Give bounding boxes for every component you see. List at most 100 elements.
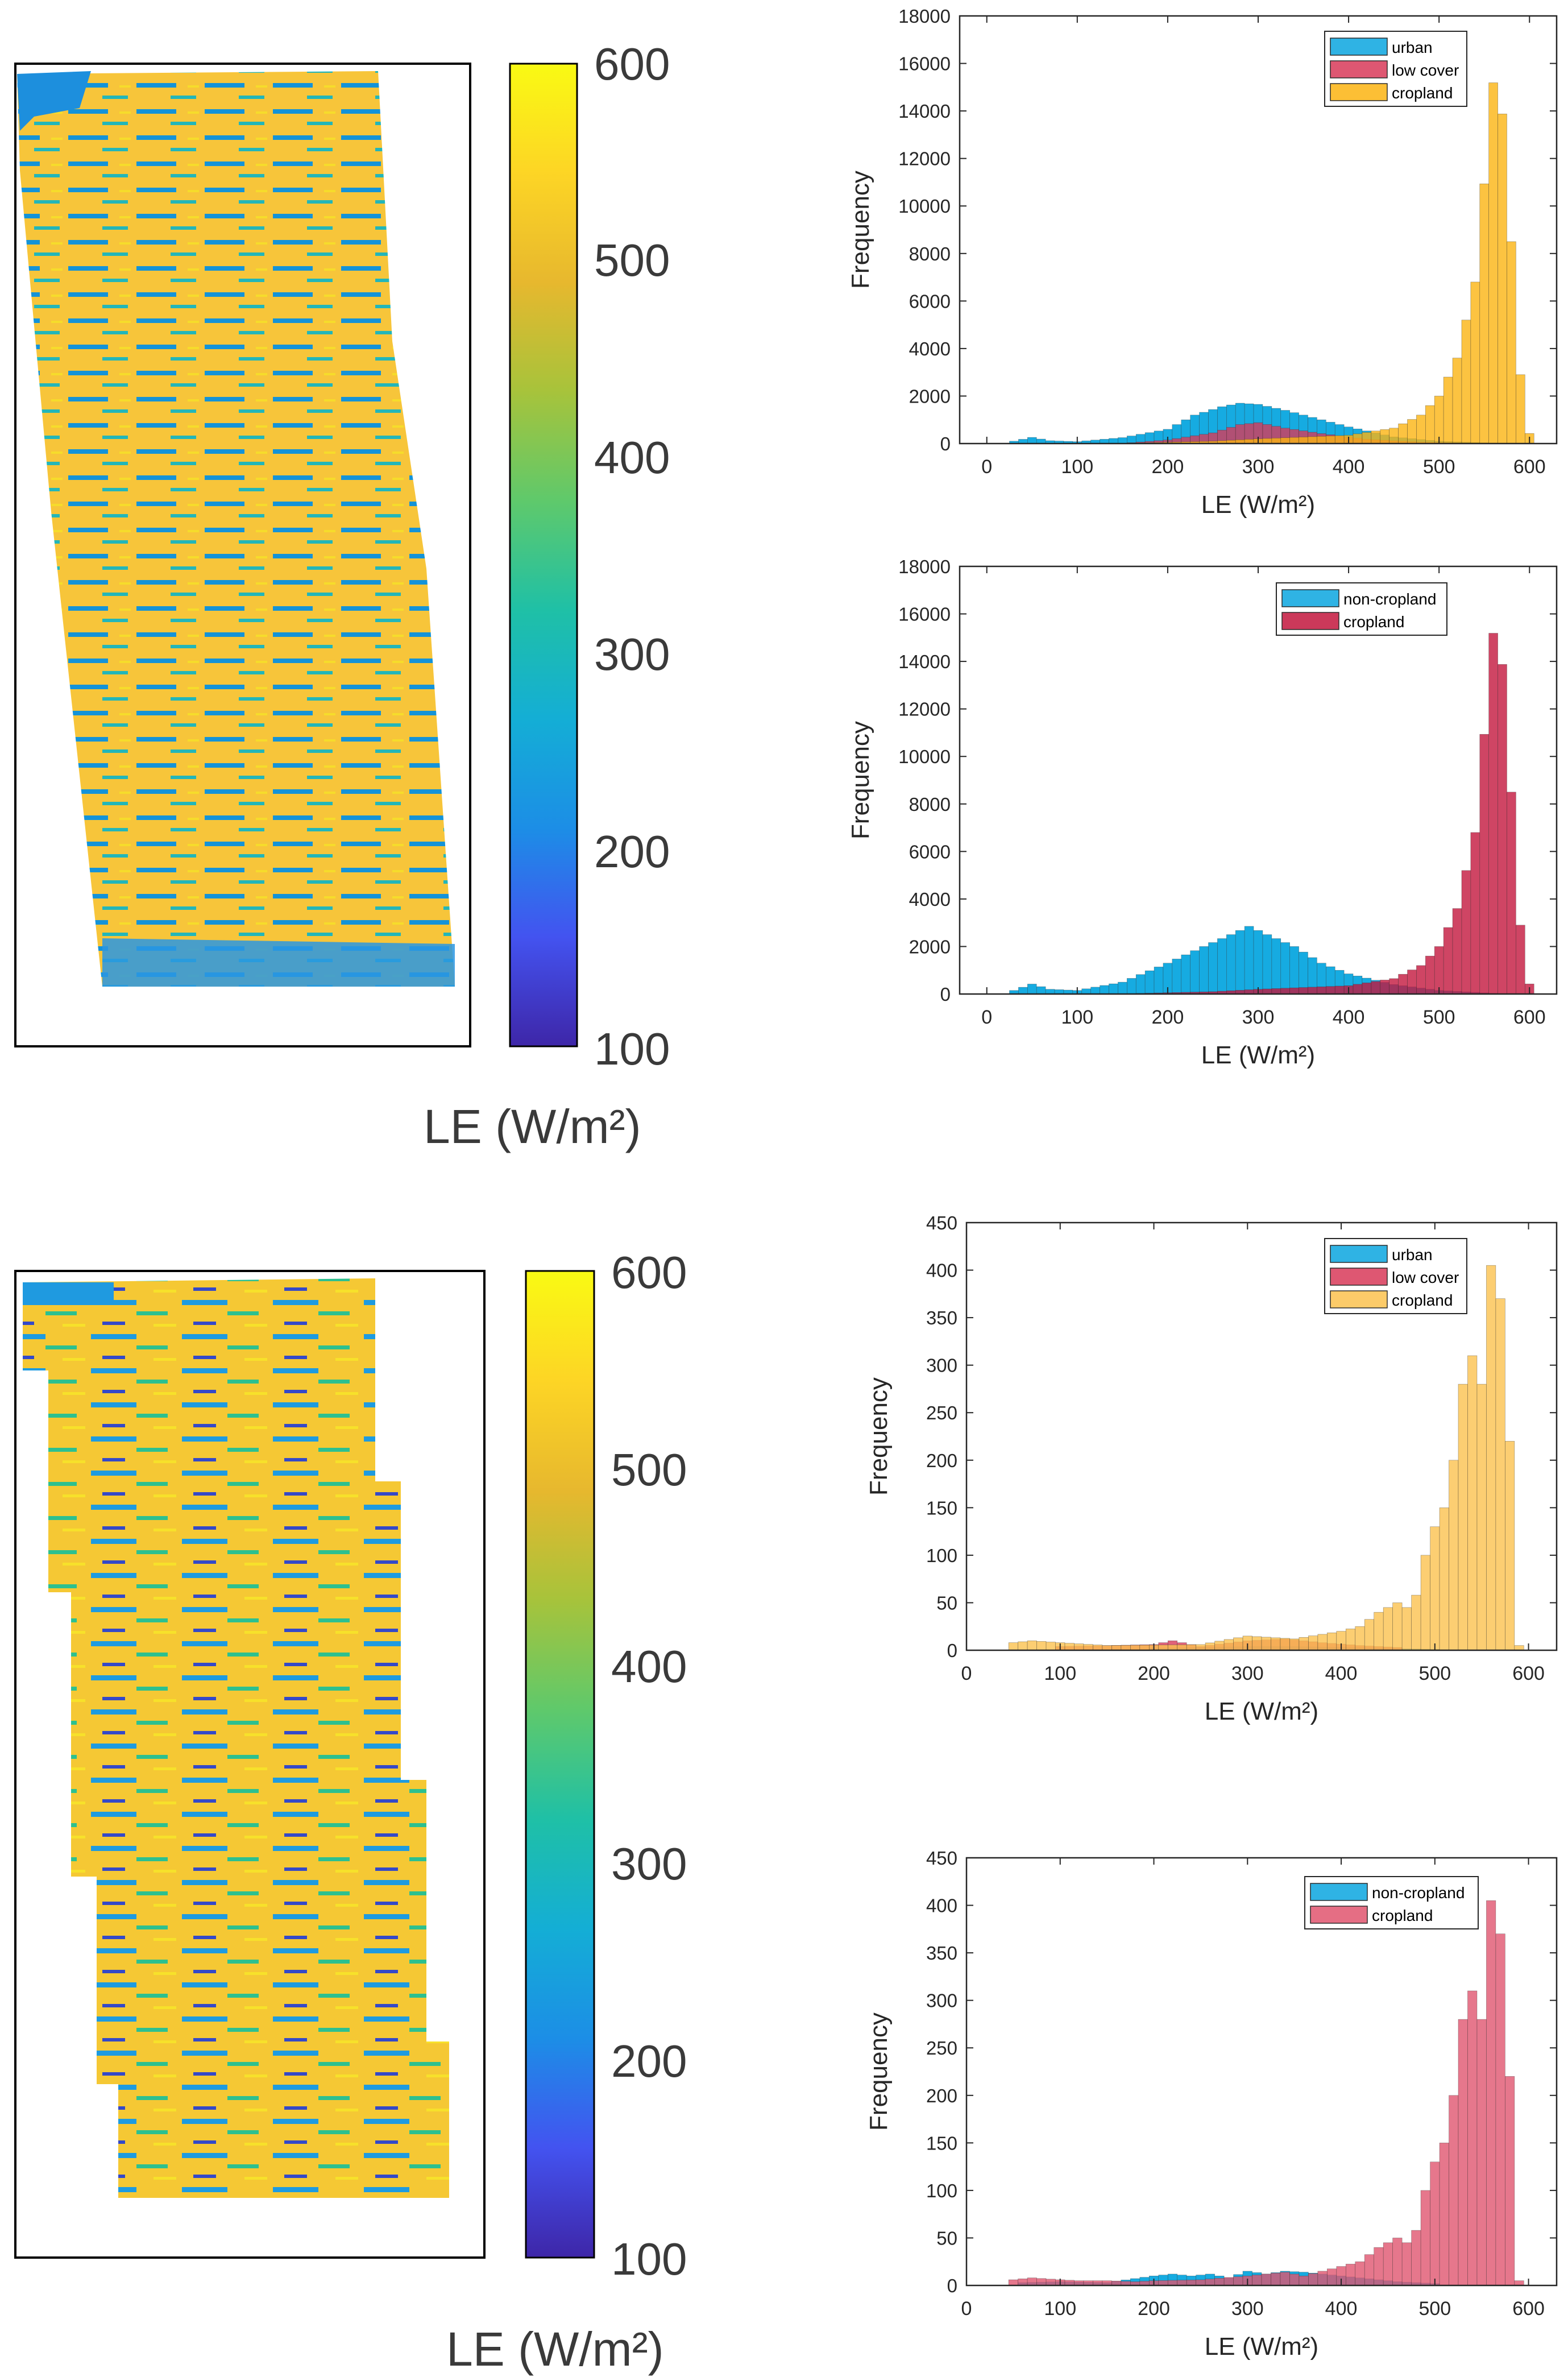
colorbar-tick-label: 400 [594, 432, 670, 483]
histogram-bar [1289, 946, 1299, 995]
histogram-bar [1018, 1641, 1028, 1651]
histogram-bar [1261, 2274, 1271, 2286]
histogram-bar [1401, 1607, 1412, 1651]
colorbar-1: 600 500 400 300 200 100 LE (W/m²) [424, 39, 670, 1153]
legend-label: non-cropland [1343, 590, 1436, 608]
histogram-bar [1299, 1637, 1309, 1651]
legend: non-cropland cropland [1304, 1876, 1479, 1929]
legend-label: cropland [1392, 84, 1453, 102]
histogram-bar [1027, 1640, 1037, 1651]
histogram-bar [1090, 987, 1100, 995]
histogram-bar [1317, 1634, 1328, 1651]
histogram-bar [1186, 2280, 1196, 2286]
histogram-bar [1398, 974, 1408, 995]
histogram-bar [1205, 2279, 1215, 2286]
y-tick-label: 50 [936, 1592, 957, 1613]
map-raster-corner [17, 71, 91, 131]
y-tick-label: 400 [926, 1260, 957, 1281]
legend: non-cropland cropland [1276, 582, 1447, 636]
histogram-bar [1299, 987, 1308, 995]
x-tick-label: 200 [1152, 1007, 1184, 1028]
y-tick-label: 250 [926, 1402, 957, 1423]
histogram-bar [1374, 1612, 1384, 1651]
histogram-bar [1467, 1990, 1478, 2286]
map-raster-bottom [102, 938, 455, 987]
histogram-bar [1486, 1265, 1496, 1651]
histogram-bar [1308, 2273, 1318, 2286]
histogram-bar [1449, 2095, 1459, 2286]
histogram-bar [1452, 908, 1462, 995]
histogram-bar [1214, 2277, 1225, 2286]
histogram-bar [1196, 1644, 1206, 1651]
histogram-bar [1280, 2272, 1290, 2286]
x-tick-label: 0 [961, 2298, 972, 2320]
x-tick-label: 300 [1231, 2298, 1264, 2320]
histogram-bar [1036, 986, 1046, 995]
histogram-bar [1362, 432, 1372, 444]
y-tick-label: 12000 [898, 699, 951, 720]
histogram-bar [1355, 2261, 1365, 2286]
histogram-bar [1345, 1629, 1356, 1651]
histogram-bar [1172, 959, 1182, 995]
histogram-bar [1208, 942, 1218, 995]
x-tick-label: 500 [1423, 1007, 1455, 1028]
colorbar-tick-label: 300 [594, 629, 670, 680]
y-tick-label: 16000 [898, 53, 951, 74]
histogram-bar [1514, 2280, 1524, 2286]
y-tick-label: 350 [926, 1307, 957, 1328]
x-axis-label: LE (W/m²) [1201, 491, 1315, 519]
x-tick-label: 600 [1513, 1007, 1546, 1028]
histogram-bar [1083, 1644, 1093, 1651]
y-tick-label: 150 [926, 1497, 957, 1518]
histogram-bar [1233, 1637, 1243, 1651]
histogram-bar [1401, 2242, 1412, 2286]
x-tick-label: 0 [961, 1663, 972, 1684]
histogram-bar [1488, 633, 1498, 995]
histogram-bar [1439, 1508, 1449, 1651]
y-tick-label: 100 [926, 1545, 957, 1566]
histogram-bar [1223, 1639, 1234, 1651]
y-tick-label: 14000 [898, 101, 951, 122]
histogram-bar [1514, 1645, 1524, 1651]
histogram-bar [1486, 1900, 1496, 2286]
histogram-bar [1118, 982, 1127, 995]
histogram-bar [1109, 983, 1118, 995]
histogram-bar [1081, 988, 1091, 995]
histogram-bar [1317, 986, 1326, 995]
histogram-bar [1317, 2271, 1328, 2286]
y-axis-label: Frequency [847, 721, 874, 839]
histogram-bar [1461, 870, 1471, 995]
histogram-bar [1045, 989, 1055, 995]
histogram-bar [1036, 1641, 1047, 1651]
histogram-bar [1327, 1632, 1337, 1651]
histogram-bar [1299, 2275, 1309, 2286]
histogram-bar [1371, 430, 1381, 444]
histogram-bar [1109, 438, 1118, 444]
axes-frame [965, 1857, 1558, 2287]
histogram-bar [1008, 1642, 1018, 1651]
histogram-bar [1046, 2279, 1056, 2286]
histogram-bar [1355, 1626, 1365, 1651]
histogram-bar [1139, 1645, 1150, 1651]
y-tick-label: 16000 [898, 604, 951, 625]
histogram-bar [1461, 320, 1471, 444]
histogram-bar [1008, 2279, 1018, 2286]
histogram-bar [1479, 183, 1489, 444]
x-tick-label: 400 [1325, 1663, 1358, 1684]
y-tick-label: 2000 [909, 386, 951, 407]
histogram-bar [1093, 2280, 1103, 2286]
histogram-bar [1196, 2279, 1206, 2286]
histogram-bar [1458, 2019, 1468, 2286]
y-tick-label: 100 [926, 2180, 957, 2201]
histogram-bar [1476, 2019, 1487, 2286]
y-tick-label: 400 [926, 1895, 957, 1916]
histogram-bar [1261, 1637, 1271, 1651]
x-axis-label: LE (W/m²) [1205, 2333, 1318, 2361]
histogram-bar [1452, 358, 1462, 444]
x-tick-label: 200 [1138, 2298, 1170, 2320]
histogram-bar [1214, 1641, 1225, 1651]
x-tick-label: 200 [1138, 1663, 1170, 1684]
x-tick-label: 100 [1061, 1007, 1093, 1028]
histogram-bar [1135, 974, 1146, 995]
histogram-bar [1434, 396, 1444, 444]
